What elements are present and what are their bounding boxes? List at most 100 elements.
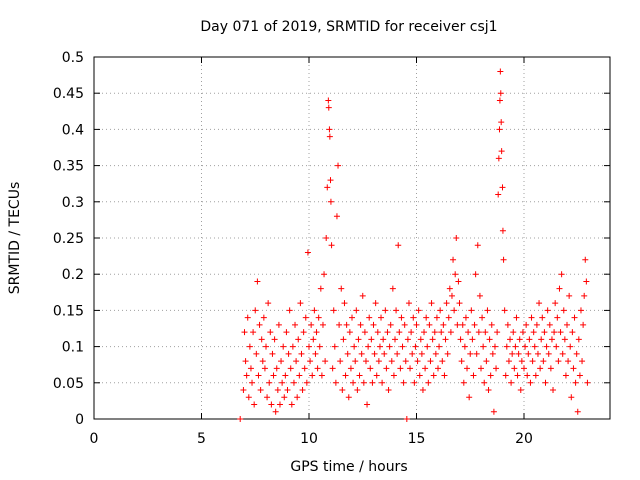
data-point	[392, 336, 398, 343]
data-point	[562, 372, 569, 379]
data-point	[516, 336, 523, 343]
data-point	[419, 387, 426, 394]
data-point	[537, 365, 544, 372]
data-point	[422, 365, 429, 372]
data-point	[329, 365, 336, 372]
data-point	[579, 358, 586, 365]
data-point	[353, 307, 360, 314]
data-point	[323, 235, 330, 241]
data-point	[317, 285, 324, 292]
data-point	[266, 379, 273, 386]
data-point	[400, 379, 407, 386]
data-point	[559, 350, 566, 357]
data-point	[497, 90, 504, 97]
data-point	[242, 358, 249, 365]
data-point	[555, 358, 562, 365]
data-point	[364, 401, 371, 408]
data-point	[379, 379, 386, 386]
y-tick-label: 0.25	[53, 231, 84, 247]
data-point	[265, 300, 272, 307]
data-point	[327, 177, 334, 184]
data-point	[282, 372, 289, 379]
data-point	[312, 350, 319, 357]
data-point	[405, 300, 412, 307]
data-point	[343, 321, 350, 328]
data-point	[362, 358, 369, 365]
y-tick-label: 0.4	[62, 122, 84, 138]
data-point	[466, 394, 473, 401]
y-tick-label: 0.35	[53, 159, 84, 175]
data-point	[255, 372, 262, 379]
data-point	[326, 126, 333, 133]
data-point	[360, 379, 367, 386]
data-point	[523, 321, 530, 328]
data-point	[313, 329, 320, 336]
data-point	[459, 321, 466, 328]
data-point	[384, 329, 391, 336]
data-point	[467, 350, 474, 357]
data-point	[478, 365, 484, 372]
data-point	[566, 292, 573, 299]
data-point	[263, 343, 269, 350]
data-point	[571, 314, 578, 321]
data-point	[421, 329, 428, 336]
data-point	[410, 314, 417, 321]
data-point	[279, 379, 286, 386]
data-point	[315, 314, 322, 321]
data-point	[393, 307, 400, 314]
data-point	[496, 126, 503, 133]
data-point	[414, 358, 421, 365]
data-point	[284, 387, 291, 394]
data-point	[321, 271, 328, 278]
x-axis-label: GPS time / hours	[290, 459, 407, 475]
data-point	[345, 394, 352, 401]
data-point	[556, 285, 563, 292]
data-point	[347, 365, 354, 372]
data-point	[473, 350, 480, 357]
data-point	[514, 372, 521, 379]
grid-lines	[94, 57, 610, 419]
data-point	[532, 372, 539, 379]
data-point	[538, 336, 545, 343]
data-point	[411, 379, 418, 386]
data-point	[476, 292, 483, 299]
data-point	[575, 336, 582, 343]
data-point	[394, 350, 401, 357]
data-point	[302, 314, 309, 321]
data-point	[491, 343, 498, 350]
data-point	[340, 336, 347, 343]
data-point	[441, 372, 448, 379]
data-point	[455, 278, 462, 285]
data-point	[426, 321, 433, 328]
data-point	[240, 387, 247, 394]
data-point	[481, 379, 488, 386]
data-point	[316, 343, 323, 350]
data-point	[440, 321, 447, 328]
data-point	[357, 321, 364, 328]
data-point	[567, 343, 574, 350]
data-point	[577, 307, 584, 314]
data-point	[387, 321, 394, 328]
data-point	[301, 365, 308, 372]
data-point	[486, 336, 493, 343]
data-point	[257, 387, 264, 394]
data-point	[241, 329, 248, 336]
data-point	[237, 416, 244, 422]
data-point	[356, 372, 363, 379]
data-point	[346, 329, 353, 336]
y-tick-label: 0.1	[62, 340, 84, 356]
data-point	[507, 336, 514, 343]
data-point	[436, 343, 443, 350]
data-point	[349, 314, 355, 321]
y-tick-label: 0	[75, 412, 84, 428]
data-point	[303, 379, 310, 386]
data-point	[372, 300, 379, 307]
data-point	[267, 329, 274, 336]
data-point	[480, 343, 487, 350]
axis-ticks: 0 0.05 0.1 0.15 0.2 0.25 0.3 0.35 0.4 0.45 0.5 0 5 10…	[53, 50, 610, 447]
data-point	[442, 336, 449, 343]
data-point	[560, 307, 567, 314]
data-point	[429, 336, 436, 343]
data-point	[314, 365, 321, 372]
data-point	[398, 314, 405, 321]
